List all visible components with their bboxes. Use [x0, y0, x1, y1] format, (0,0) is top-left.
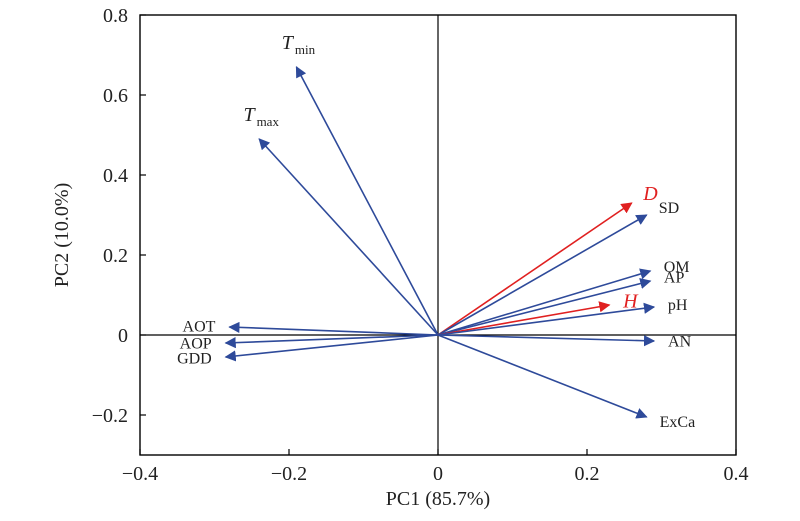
vector-label-aot: AOT — [183, 318, 216, 335]
vector-label-ph: pH — [668, 297, 688, 314]
vector-label-aop: AOP — [180, 336, 212, 353]
zero-lines — [140, 15, 736, 455]
vector-aot — [228, 321, 439, 336]
vector-an — [437, 334, 656, 347]
y-tick-label: 0.4 — [103, 165, 128, 187]
x-axis-title: PC1 (85.7%) — [386, 488, 490, 510]
vector-d — [437, 202, 633, 336]
vector-ph — [437, 302, 656, 336]
vector-ap — [437, 278, 652, 336]
vector-label-an: AN — [668, 333, 692, 350]
vector-label-gdd: GDD — [177, 350, 212, 367]
loading-vectors — [224, 66, 656, 419]
y-tick-label: 0.6 — [103, 85, 128, 107]
vector-h — [437, 301, 611, 336]
x-tick-label: 0 — [433, 463, 443, 485]
x-tick-label: −0.2 — [271, 463, 307, 485]
y-axis-ticks: −0.2 0 0.2 0.4 0.6 0.8 — [92, 5, 146, 427]
vector-label-d: D — [642, 183, 658, 205]
y-tick-label: 0.8 — [103, 5, 128, 27]
vector-t-max — [258, 138, 439, 336]
y-tick-label: 0.2 — [103, 245, 128, 267]
vector-gdd — [224, 334, 439, 362]
vector-exca — [437, 334, 648, 419]
y-tick-label: −0.2 — [92, 405, 128, 427]
y-tick-label: 0 — [118, 325, 128, 347]
x-tick-label: −0.4 — [122, 463, 158, 485]
vector-label-ap: AP — [664, 270, 685, 287]
vector-label-exca: ExCa — [660, 414, 696, 431]
vector-t-min — [295, 66, 439, 336]
vector-sd — [437, 214, 648, 336]
y-axis-title: PC2 (10.0%) — [51, 183, 73, 287]
vector-label-om: OM — [664, 259, 690, 276]
vector-om — [437, 268, 652, 336]
x-tick-label: 0.2 — [575, 463, 600, 485]
x-axis-ticks: −0.4 −0.2 0 0.2 0.4 — [122, 449, 749, 485]
vector-aop — [224, 334, 439, 349]
vector-label-h: H — [622, 291, 639, 313]
x-tick-label: 0.4 — [724, 463, 749, 485]
vector-label-sd: SD — [659, 200, 679, 217]
